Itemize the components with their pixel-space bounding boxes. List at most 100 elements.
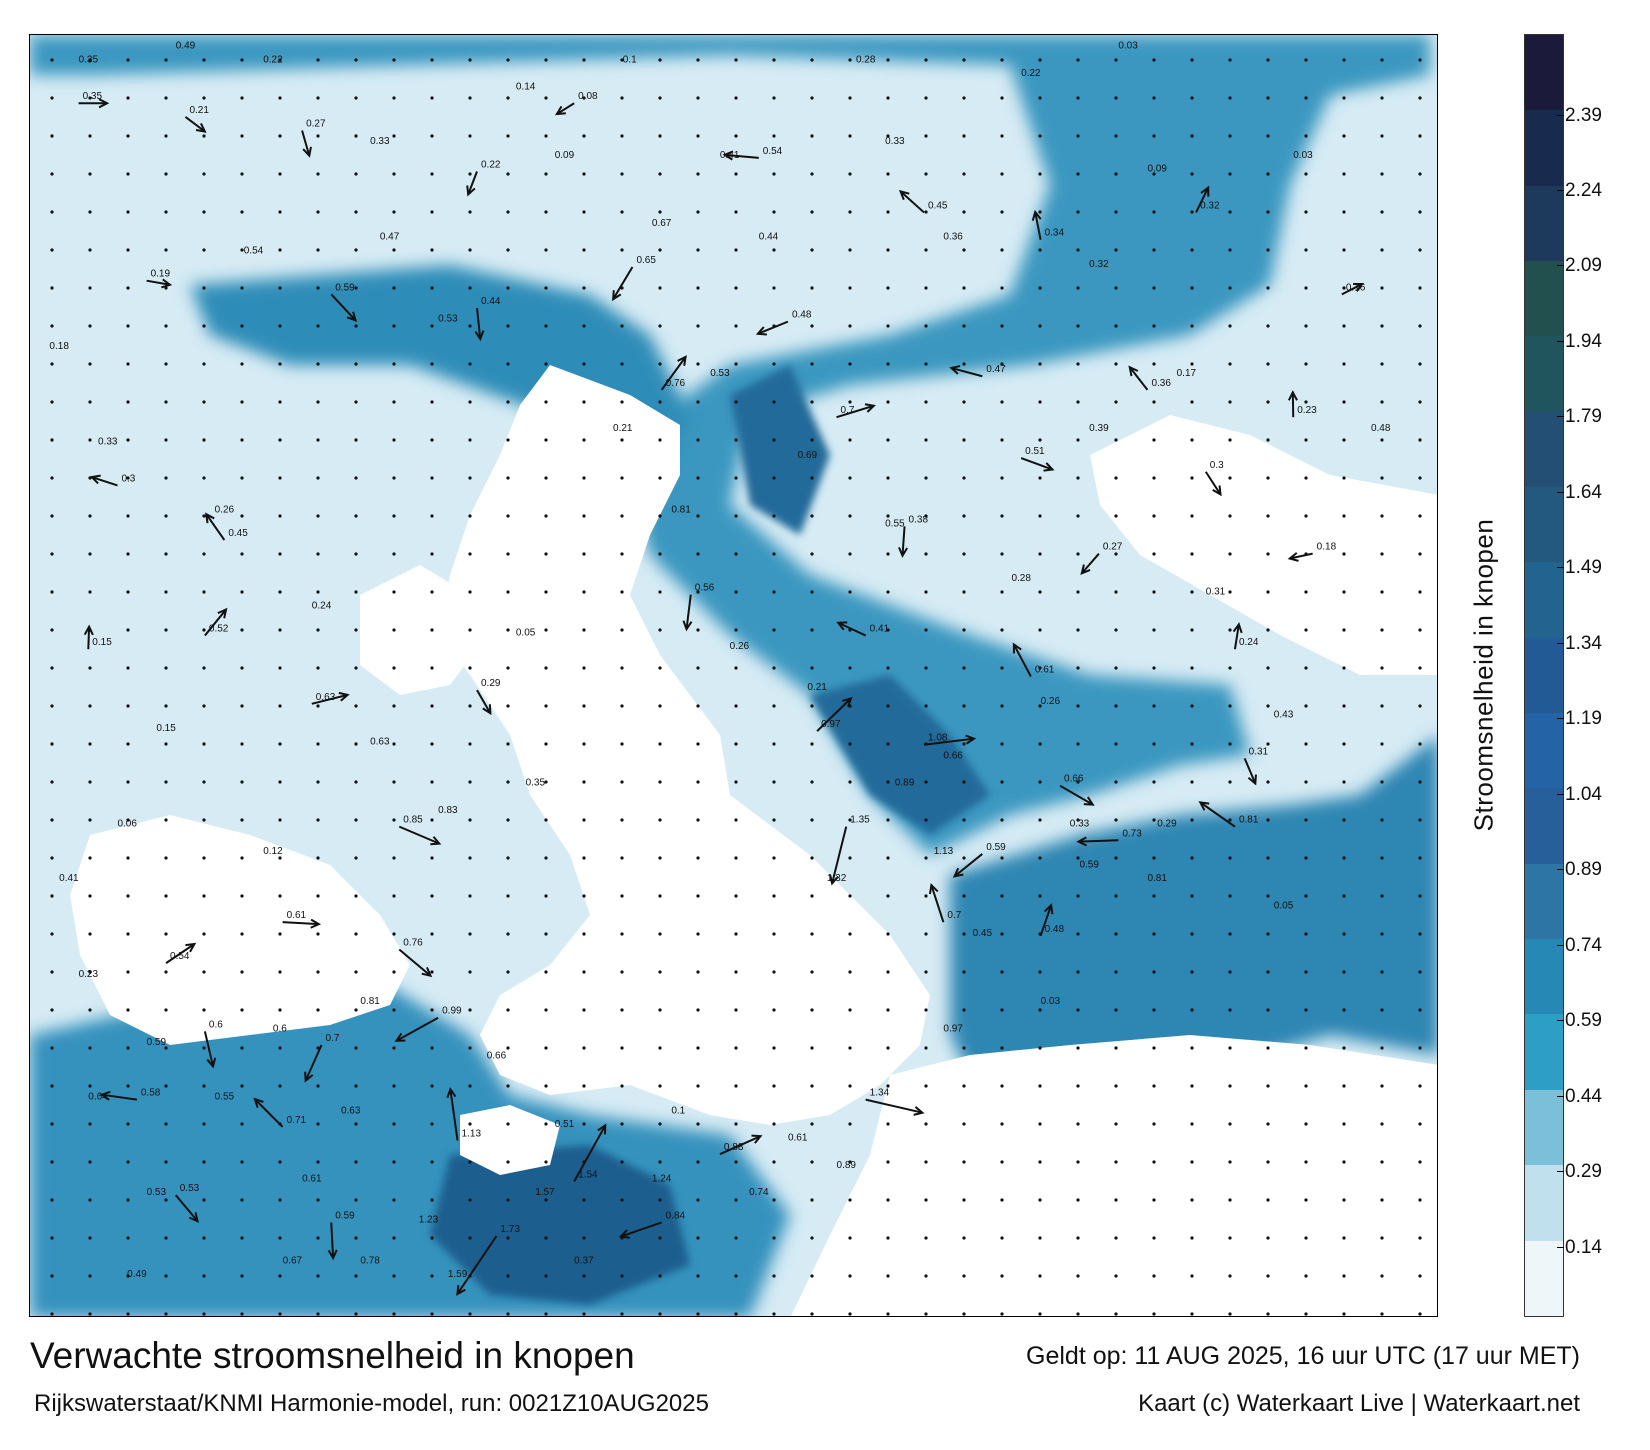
grid-dot (696, 1122, 700, 1126)
grid-dot (1380, 628, 1384, 632)
speed-labels: 0.350.490.220.140.1 0.280.220.030.330.09 0… (49, 41, 1390, 1280)
current-arrow-shaft (301, 130, 311, 156)
current-arrow-shaft (1020, 457, 1053, 471)
grid-dot (1000, 96, 1004, 100)
grid-dot (430, 286, 434, 290)
grid-dot (240, 1160, 244, 1164)
grid-dot (886, 1274, 890, 1278)
grid-dot (848, 248, 852, 252)
grid-dot (620, 96, 624, 100)
current-arrow-head (466, 185, 476, 197)
grid-dot (354, 666, 358, 670)
current-arrow-label: 0.51 (1025, 446, 1045, 457)
grid-dot (696, 96, 700, 100)
current-arrow-head (338, 691, 350, 702)
grid-dot (772, 514, 776, 518)
grid-dot (1304, 438, 1308, 442)
grid-dot (772, 742, 776, 746)
grid-dot (506, 1236, 510, 1240)
grid-dot (658, 362, 662, 366)
grid-dot (1076, 1046, 1080, 1050)
grid-dot (1342, 1236, 1346, 1240)
grid-dot (1342, 780, 1346, 784)
current-arrow: 0.44 (474, 296, 501, 342)
grid-dot (658, 704, 662, 708)
grid-dot (848, 818, 852, 822)
grid-dot (506, 286, 510, 290)
grid-dot (1152, 1236, 1156, 1240)
grid-dot (772, 1122, 776, 1126)
grid-dot (468, 210, 472, 214)
grid-dot (886, 970, 890, 974)
grid-dot (1418, 362, 1422, 366)
grid-dot (430, 1084, 434, 1088)
current-arrow-label: 0.56 (695, 583, 715, 594)
grid-dot (164, 476, 168, 480)
current-arrow-shaft (685, 594, 692, 630)
grid-dot (278, 552, 282, 556)
grid-dot (240, 172, 244, 176)
grid-dot (392, 1160, 396, 1164)
grid-dot (50, 628, 54, 632)
current-speed-map[interactable]: 0.35 0.21 0.27 0.22 0.08 0.54 0.45 0.34 0.32 0.16… (29, 34, 1438, 1317)
speed-label: 0.45 (973, 928, 993, 939)
current-arrow: 0.36 (1128, 365, 1171, 391)
grid-dot (810, 666, 814, 670)
grid-dot (696, 1312, 700, 1316)
grid-dot (1266, 894, 1270, 898)
grid-dot (886, 666, 890, 670)
grid-dot (1228, 1046, 1232, 1050)
grid-dot (1228, 476, 1232, 480)
grid-dot (544, 1160, 548, 1164)
grid-dot (810, 362, 814, 366)
grid-dot (848, 400, 852, 404)
current-arrow-shaft (1204, 471, 1222, 495)
grid-dot (50, 96, 54, 100)
grid-dot (810, 438, 814, 442)
grid-dot (734, 970, 738, 974)
grid-dot (164, 210, 168, 214)
grid-dot (126, 248, 130, 252)
grid-dot (50, 1008, 54, 1012)
current-arrow-head (1287, 390, 1298, 401)
grid-dot (354, 210, 358, 214)
colorbar-tick-label: 1.79 (1557, 406, 1602, 428)
current-arrow-head (1200, 185, 1210, 197)
grid-dot (1266, 438, 1270, 442)
current-arrow-shaft (1059, 784, 1094, 806)
grid-dot (354, 1198, 358, 1202)
current-arrow-label: 1.08 (928, 733, 948, 744)
grid-dot (468, 1046, 472, 1050)
grid-dot (1266, 1046, 1270, 1050)
grid-dot (1228, 932, 1232, 936)
grid-dot (392, 1046, 396, 1050)
grid-dot (582, 1084, 586, 1088)
grid-dot (1266, 704, 1270, 708)
grid-dot (354, 1236, 358, 1240)
grid-dot (354, 514, 358, 518)
grid-dot (1304, 1008, 1308, 1012)
current-arrow-head (1232, 622, 1243, 634)
grid-dot (1114, 1160, 1118, 1164)
current-arrow-shaft (282, 921, 319, 926)
current-arrow-head (1012, 642, 1022, 654)
grid-dot (620, 666, 624, 670)
grid-dot (772, 780, 776, 784)
grid-dot (1418, 742, 1422, 746)
speed-label: 0.47 (380, 232, 400, 243)
grid-dot (1342, 514, 1346, 518)
current-arrow-head (98, 98, 110, 109)
grid-dot (126, 172, 130, 176)
grid-dot (126, 856, 130, 860)
current-arrow-shaft (953, 853, 983, 878)
grid-dot (1000, 58, 1004, 62)
grid-dot (430, 666, 434, 670)
grid-dot (810, 628, 814, 632)
grid-dot (696, 400, 700, 404)
grid-dot (1038, 134, 1042, 138)
speed-label: 0.21 (613, 423, 633, 434)
grid-dot (164, 818, 168, 822)
grid-dot (810, 742, 814, 746)
grid-dot (468, 134, 472, 138)
speed-label: 0.6 (273, 1023, 287, 1034)
